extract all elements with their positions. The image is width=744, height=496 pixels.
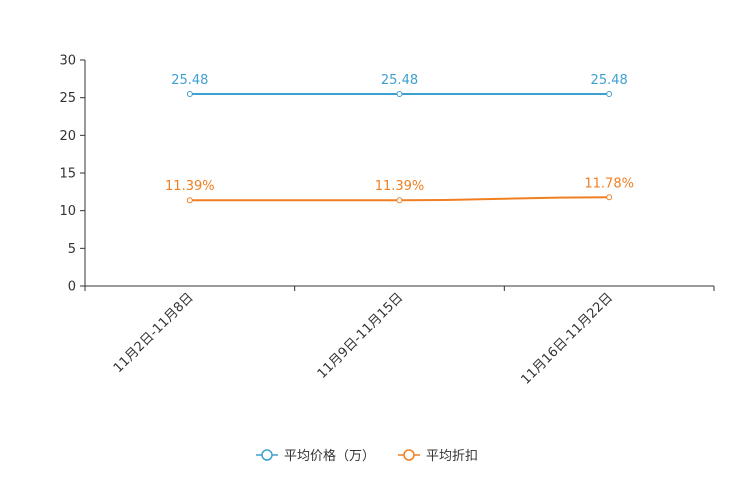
data-point bbox=[186, 197, 193, 204]
data-label: 11.39% bbox=[165, 179, 215, 194]
series-0: 25.48 25.48 25.48 bbox=[171, 73, 628, 98]
series-1: 11.39% 11.39% 11.78% bbox=[165, 176, 634, 204]
data-point bbox=[396, 197, 403, 204]
legend-item-1[interactable]: 平均折扣 bbox=[398, 449, 478, 464]
chart-legend[interactable]: 平均价格（万） 平均折扣 bbox=[256, 448, 478, 464]
x-tick-label: 11月2日-11月8日 bbox=[111, 290, 197, 376]
data-point bbox=[186, 91, 193, 98]
y-tick-label: 25 bbox=[59, 91, 76, 106]
data-label: 25.48 bbox=[381, 73, 418, 88]
x-tick-label: 11月16日-11月22日 bbox=[519, 290, 616, 387]
y-tick-label: 10 bbox=[59, 204, 76, 219]
chart-axes: 0 5 10 15 20 25 30 11月2日-11月8日 11月9日-11月15日 11月16… bbox=[59, 54, 715, 388]
data-point bbox=[606, 194, 613, 201]
x-tick-label: 11月9日-11月15日 bbox=[315, 290, 407, 382]
y-tick-label: 15 bbox=[59, 167, 76, 182]
y-tick-label: 20 bbox=[59, 129, 76, 144]
chart-series: 25.48 25.48 25.48 11.39% 11.39% 11.78% bbox=[165, 73, 634, 204]
legend-marker-icon bbox=[403, 449, 415, 461]
y-tick-label: 0 bbox=[68, 280, 76, 295]
data-point bbox=[396, 91, 403, 98]
data-label: 25.48 bbox=[591, 73, 628, 88]
y-tick-label: 30 bbox=[59, 54, 76, 69]
data-label: 11.78% bbox=[584, 176, 634, 191]
data-label: 25.48 bbox=[171, 73, 208, 88]
data-point bbox=[606, 91, 613, 98]
y-tick-label: 5 bbox=[68, 242, 76, 257]
legend-marker-icon bbox=[261, 449, 273, 461]
legend-label: 平均价格（万） bbox=[284, 448, 375, 464]
legend-label: 平均折扣 bbox=[426, 449, 478, 464]
legend-item-0[interactable]: 平均价格（万） bbox=[256, 448, 375, 464]
data-label: 11.39% bbox=[375, 179, 425, 194]
